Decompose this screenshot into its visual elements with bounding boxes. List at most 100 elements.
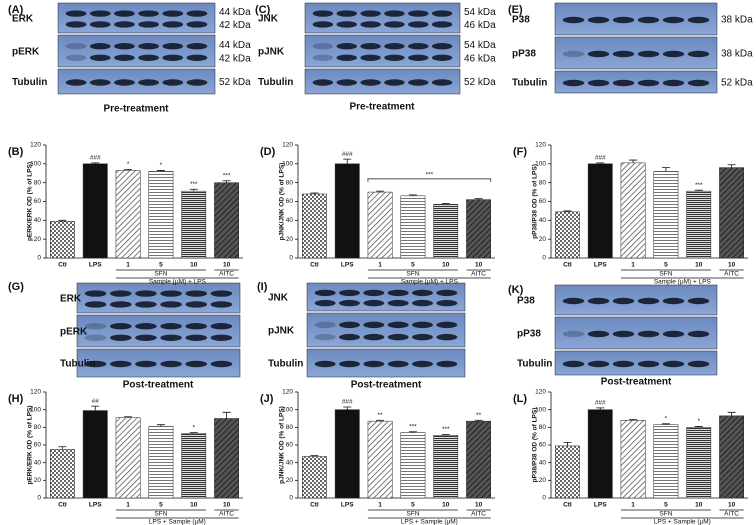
blot-band [138,21,159,28]
bar [719,415,744,499]
blot-band [65,10,87,17]
blot-band [637,297,660,305]
blot-band [138,54,159,61]
y-tick-label: 100 [30,161,41,168]
error-bar [694,426,703,428]
blot-band [612,330,635,338]
blot-band [114,10,135,17]
blot-band [431,21,453,28]
significance: *** [426,172,434,179]
blot-band [314,321,336,329]
bar [367,420,393,499]
x-tick-label: 5 [411,262,415,269]
blot-band [336,43,357,50]
significance: *** [695,182,703,189]
blot-label: Tubulin [60,359,95,370]
blot-band [336,10,357,17]
blot-band [662,297,685,305]
blot-band [162,21,184,28]
kda-label: 46 kDa [464,53,496,64]
panel-letter: (D) [260,146,276,158]
blot-band [662,330,685,338]
blot-band [587,50,610,58]
blot-band [65,79,87,86]
y-tick-label: 80 [539,424,547,431]
blot-band [562,360,585,368]
blot-band [587,330,610,338]
x-tick-label: LPS [341,262,354,269]
bar [148,171,174,259]
bar [686,427,712,499]
error-bar [91,162,100,164]
bar [653,424,679,499]
error-bar [474,419,483,422]
y-tick-label: 60 [286,442,294,449]
significance: ### [595,155,606,162]
blot-band [84,360,107,368]
significance: *** [223,173,231,180]
blot-band [431,54,453,61]
blot-band [114,79,135,86]
bar [50,221,75,259]
error-bar [727,411,736,416]
significance: ## [92,398,100,405]
significance: * [665,416,668,423]
y-tick-label: 60 [286,198,294,205]
blot-band [436,289,458,297]
blot-label: pP38 [512,49,536,60]
y-tick-label: 120 [30,389,41,396]
blot-label: P38 [512,15,530,26]
panel-letter: (B) [8,146,24,158]
blot-band [185,301,208,308]
x-tick-label: 10 [728,262,736,269]
blot-band [408,21,429,28]
kda-label: 44 kDa [219,7,251,18]
significance: ### [90,155,101,162]
error-bar [58,219,67,222]
bar [302,193,327,259]
y-tick-label: 40 [34,217,42,224]
y-tick-label: 20 [286,477,294,484]
blot-band [363,321,385,329]
panel-letter: (H) [8,393,24,405]
error-bar [222,411,231,419]
y-axis-label: pERK/ERK OD (% of LPS) [27,162,34,241]
group-label: AITC [724,511,739,518]
blot-band [637,330,660,338]
blot-band [109,323,132,330]
bar [555,211,580,259]
panel-letter: (F) [513,146,527,158]
blot-band [387,360,409,368]
bar [719,167,744,259]
blot-band [162,79,184,86]
panel-letter: (J) [260,393,274,405]
blot-label: Tubulin [258,77,293,88]
error-bar [222,180,231,183]
error-bar [343,406,352,410]
blot-band [339,360,360,368]
blot-band [162,43,184,50]
blot-band [114,54,135,61]
x-tick-label: 10 [190,502,198,509]
significance: ** [476,412,482,419]
bar [334,163,360,259]
bar [82,163,108,259]
blot-band [160,323,182,330]
blot-band [612,360,635,368]
blot-band [384,10,405,17]
group-label: SFN [659,271,672,278]
blot-label: P38 [517,296,535,307]
blot-band [186,54,208,61]
blot-band [109,290,132,297]
blot-band [210,323,233,330]
blot-band [84,301,107,308]
blot-band [637,79,660,87]
blot-band [436,333,458,341]
blot-band [160,360,182,368]
blot-band [109,334,132,341]
panel-letter: (I) [257,281,268,293]
error-bar [694,189,703,192]
blot-band [612,16,635,24]
blot-band [314,299,336,307]
x-tick-label: 1 [378,262,382,269]
